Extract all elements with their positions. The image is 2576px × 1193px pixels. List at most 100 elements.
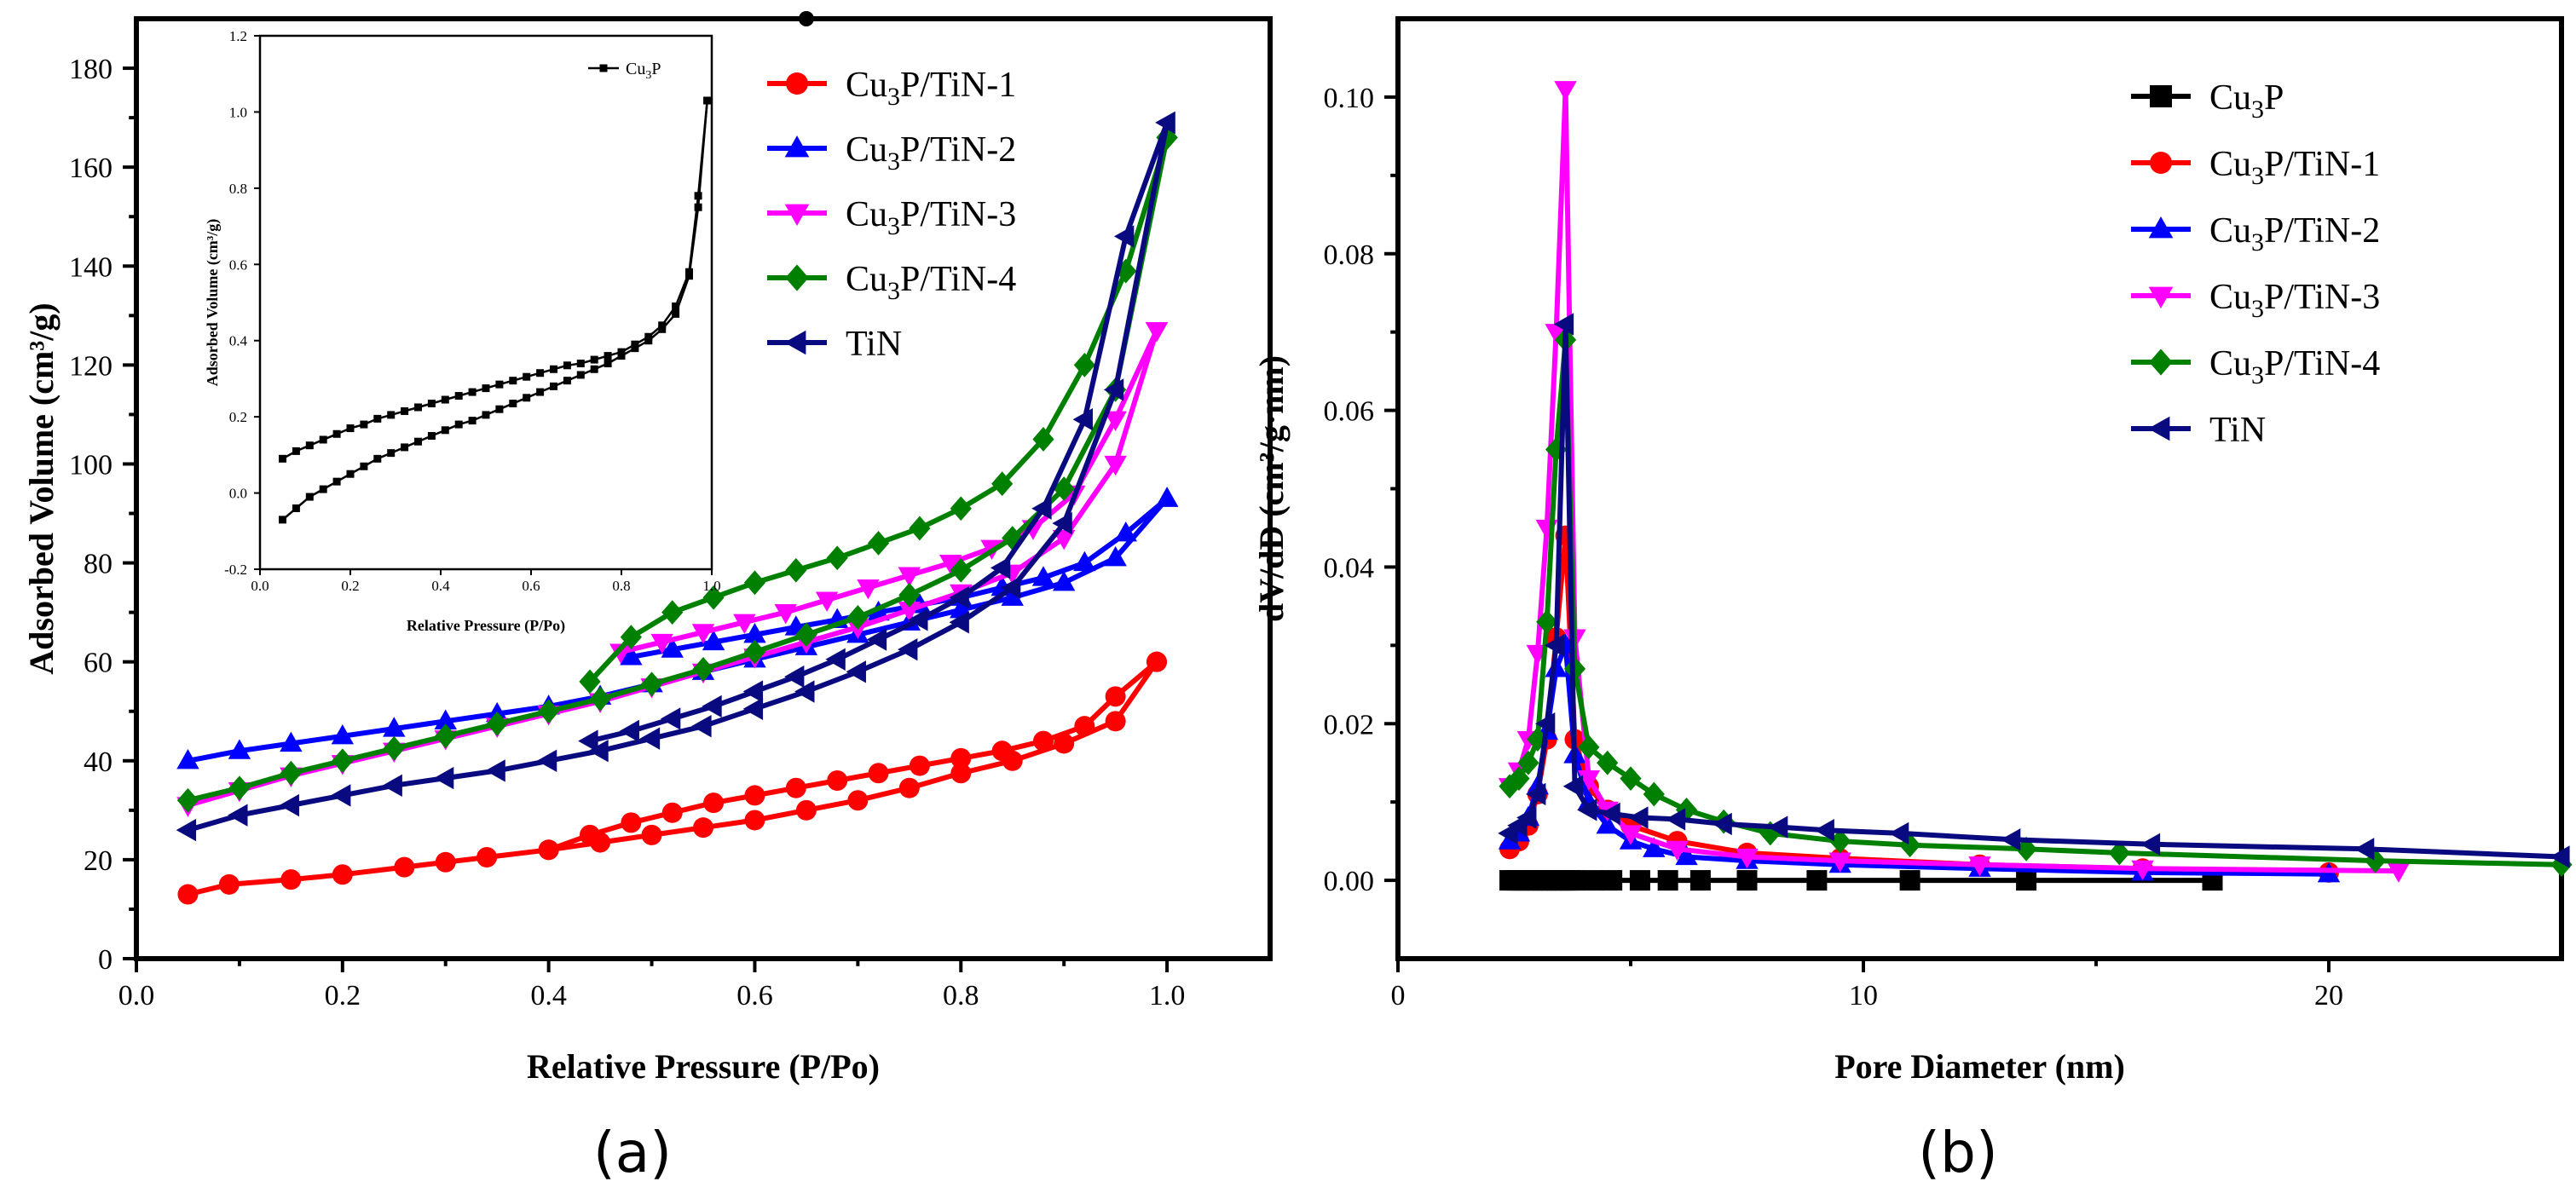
data-point-cu3p-tin-1 xyxy=(641,824,662,845)
data-point-tin xyxy=(1628,806,1649,829)
data-point-cu3p xyxy=(1806,870,1828,891)
data-point-cu3p xyxy=(1602,870,1623,891)
data-point-tin xyxy=(794,680,815,703)
data-point-tin xyxy=(176,818,197,842)
data-point-cu3p-tin-4 xyxy=(1597,750,1619,775)
data-point-cu3p-tin-4 xyxy=(280,760,302,786)
data-point-cu3p-tin-1 xyxy=(435,851,456,873)
data-point-cu3p-tin-2 xyxy=(743,622,766,643)
data-point-cu3p-tin-4 xyxy=(1073,352,1095,377)
data-point-cu3p-tin-1 xyxy=(693,817,713,839)
data-point-tin xyxy=(1577,798,1597,821)
data-point-cu3p-tin-1 xyxy=(280,869,302,890)
inset-y-tick-label: 0.0 xyxy=(229,486,247,502)
data-point-cu3p-tin-3 xyxy=(1619,825,1643,845)
data-point-cu3p-tin-4 xyxy=(867,530,890,556)
series-line-tin xyxy=(1508,321,2562,860)
inset-data-point xyxy=(414,437,422,446)
legend-label: Cu3P/TiN-2 xyxy=(2209,211,2380,256)
data-point-cu3p-tin-4 xyxy=(692,656,714,682)
data-point-cu3p-tin-1 xyxy=(898,777,920,798)
inset-data-point xyxy=(332,477,341,486)
panel-a-label: (a) xyxy=(593,1120,672,1185)
inset-data-point xyxy=(387,411,396,419)
inset-data-point xyxy=(305,493,314,501)
inset-x-tick-label: 0.8 xyxy=(612,578,630,594)
inset-x-tick-label: 0.0 xyxy=(251,578,269,594)
data-point-cu3p-tin-2 xyxy=(661,637,684,658)
data-point-cu3p-tin-1 xyxy=(1054,733,1075,754)
inset-data-point xyxy=(550,365,557,373)
data-point-tin xyxy=(536,749,557,772)
panel-b-x-tick-label: 0 xyxy=(1391,980,1406,1011)
data-point-cu3p-tin-1 xyxy=(703,792,725,814)
inset-chart: 0.0 0.2 0.4 0.6 0.8 1.0-0.20.00.20.40.60.81.0… xyxy=(204,28,721,635)
inset-data-point xyxy=(305,441,314,450)
inset-y-tick-label: 0.2 xyxy=(229,409,247,425)
inset-data-point xyxy=(523,372,531,381)
inset-data-point xyxy=(536,388,545,396)
legend-item-cu3p: Cu3P xyxy=(2131,78,2284,124)
legend-marker xyxy=(784,135,810,158)
inset-data-point xyxy=(658,321,667,330)
data-point-cu3p xyxy=(2016,870,2037,891)
legend-item-cu3p-tin-1: Cu3P/TiN-1 xyxy=(2131,145,2380,190)
legend-item-cu3p-tin-1: Cu3P/TiN-1 xyxy=(767,66,1016,111)
panel-b-y-tick-label: 0.02 xyxy=(1324,709,1375,741)
panel-a-x-axis-title: Relative Pressure (P/Po) xyxy=(527,1047,880,1086)
data-point-cu3p-tin-4 xyxy=(228,775,251,801)
data-point-cu3p-tin-3 xyxy=(2387,862,2411,883)
data-point-cu3p-tin-4 xyxy=(785,557,807,583)
data-point-cu3p-tin-4 xyxy=(1829,828,1851,854)
data-point-cu3p-tin-3 xyxy=(1145,322,1169,343)
data-point-cu3p-tin-4 xyxy=(2015,836,2037,862)
legend-label: Cu3P/TiN-4 xyxy=(846,260,1016,305)
data-point-cu3p-tin-4 xyxy=(1536,609,1558,635)
data-point-cu3p-tin-4 xyxy=(589,686,611,712)
inset-data-point xyxy=(292,504,300,512)
data-point-tin xyxy=(1155,111,1175,135)
inset-data-point xyxy=(441,426,449,435)
data-point-cu3p-tin-1 xyxy=(661,802,683,823)
legend-marker xyxy=(2148,216,2174,239)
data-point-tin xyxy=(1888,821,1909,845)
data-point-tin xyxy=(742,697,764,721)
panel-b-x-tick-label: 10 xyxy=(1849,980,1878,1011)
panel-a: 0.0 0.2 0.4 0.6 0.8 1.0 0 20 40 60 80 100 120 140 160 1… xyxy=(22,11,1273,1086)
data-point-cu3p xyxy=(1657,870,1678,891)
data-point-cu3p-tin-3 xyxy=(1104,411,1127,432)
data-point-cu3p-tin-2 xyxy=(331,723,355,745)
inset-data-point xyxy=(685,268,693,276)
legend-marker xyxy=(784,330,806,355)
inset-data-point xyxy=(360,420,368,429)
panel-a-y-tick-label: 20 xyxy=(84,845,113,877)
data-point-tin xyxy=(1000,576,1021,599)
inset-data-point xyxy=(590,365,598,373)
inset-data-point xyxy=(401,406,409,415)
data-point-tin xyxy=(639,727,661,750)
data-point-cu3p-tin-2 xyxy=(176,748,199,769)
data-point-tin xyxy=(1562,775,1584,798)
panel-a-y-tick-label: 160 xyxy=(69,153,113,184)
legend-item-cu3p-tin-3: Cu3P/TiN-3 xyxy=(767,195,1016,240)
legend-marker xyxy=(784,204,810,226)
data-point-cu3p-tin-4 xyxy=(743,639,766,665)
data-point-cu3p-tin-1 xyxy=(744,810,765,831)
data-point-cu3p-tin-2 xyxy=(1675,844,1698,866)
inset-data-point xyxy=(590,355,598,364)
data-point-cu3p-tin-3 xyxy=(898,602,921,622)
series-line-cu3p-tin-4-adsorption xyxy=(187,136,1170,804)
inset-data-point xyxy=(563,361,571,370)
inset-data-point xyxy=(292,447,300,455)
inset-x-tick-label: 0.4 xyxy=(431,578,450,594)
data-point-tin xyxy=(702,694,722,718)
data-point-cu3p-tin-1 xyxy=(580,824,600,845)
data-point-cu3p-tin-4 xyxy=(538,699,560,724)
legend-item-cu3p-tin-4: Cu3P/TiN-4 xyxy=(2131,344,2380,389)
inset-x-axis-title: Relative Pressure (P/Po) xyxy=(407,617,565,635)
inset-data-point xyxy=(550,382,557,390)
data-point-cu3p-tin-3 xyxy=(1828,852,1851,873)
data-point-tin xyxy=(742,680,764,703)
inset-data-point xyxy=(319,485,327,493)
inset-data-point xyxy=(631,340,639,349)
